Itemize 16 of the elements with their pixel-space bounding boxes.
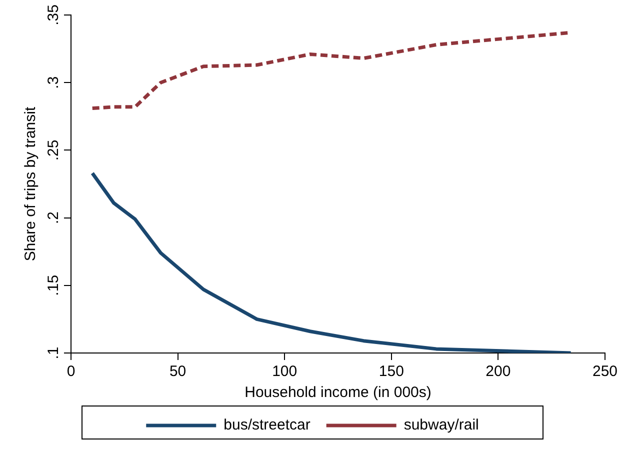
x-tick-label: 250 [592, 363, 618, 380]
x-tick-label: 100 [272, 363, 298, 380]
y-tick-label: .1 [45, 346, 62, 360]
legend-label: subway/rail [404, 416, 479, 434]
y-tick-label: .15 [45, 274, 62, 296]
y-tick-label: .2 [45, 212, 62, 224]
x-tick-label: 50 [169, 363, 186, 380]
y-axis-title: Share of trips by transit [22, 106, 40, 262]
y-tick-label: .3 [45, 76, 62, 89]
x-tick-label: 0 [66, 363, 76, 380]
legend-label: bus/streetcar [224, 416, 310, 434]
y-tick-label: .35 [45, 4, 62, 26]
x-tick-label: 200 [486, 363, 511, 380]
x-axis-title: Household income (in 000s) [244, 384, 432, 402]
y-tick-label: .25 [45, 140, 62, 161]
x-tick-label: 150 [378, 363, 404, 380]
